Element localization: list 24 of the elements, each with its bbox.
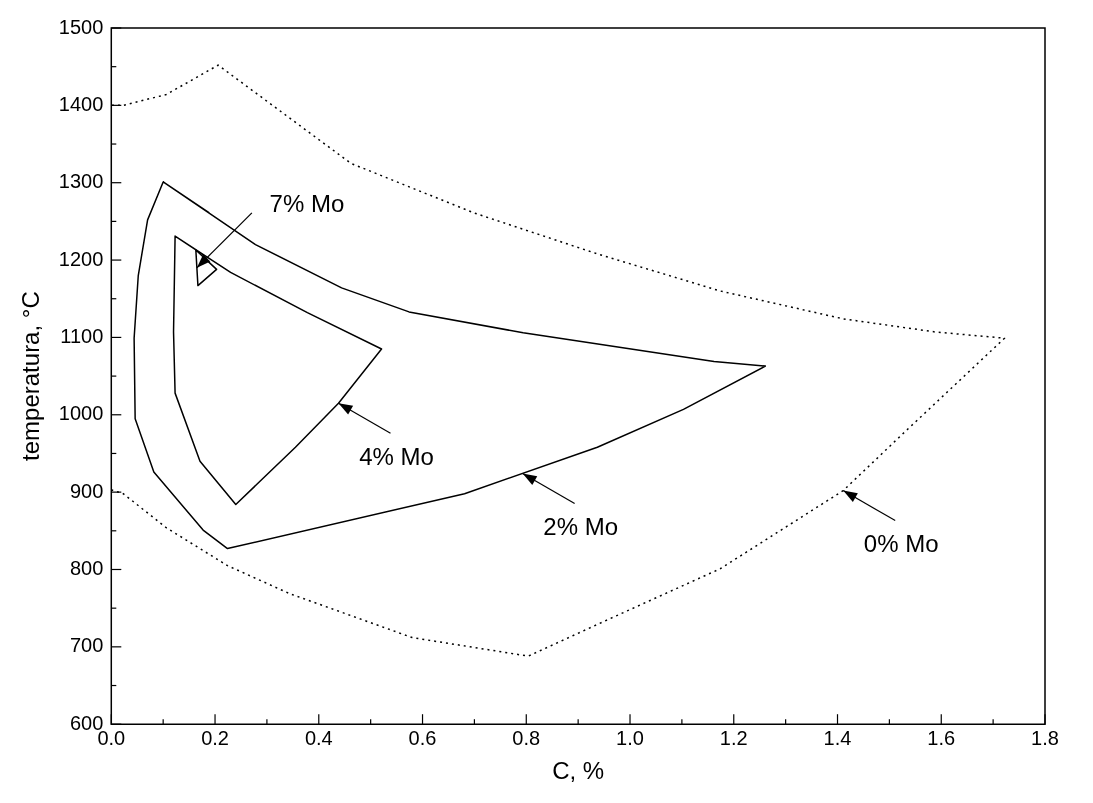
x-tick-label: 1.8 xyxy=(1031,726,1059,749)
x-tick-label: 1.6 xyxy=(927,726,956,749)
x-tick-label: 1.4 xyxy=(823,726,852,749)
x-tick-label: 0.2 xyxy=(201,726,229,749)
y-tick-label: 1200 xyxy=(58,247,104,270)
x-axis-title: C, % xyxy=(552,757,605,785)
x-tick-label: 0.4 xyxy=(304,726,333,749)
y-tick-label: 1100 xyxy=(60,324,104,347)
y-tick-label: 800 xyxy=(69,557,104,579)
y-tick-label: 1000 xyxy=(58,402,104,425)
y-axis-title: temperatura, °C xyxy=(17,291,45,461)
y-tick-label: 1400 xyxy=(58,92,104,115)
annotation: 4% Mo xyxy=(359,442,434,470)
y-tick-label: 1300 xyxy=(58,170,104,193)
y-tick-label: 900 xyxy=(69,479,104,502)
annotation: 2% Mo xyxy=(543,513,618,541)
annotation: 0% Mo xyxy=(863,530,939,558)
annotation: 7% Mo xyxy=(269,190,345,218)
y-tick-label: 1500 xyxy=(58,15,104,38)
x-tick-label: 1.0 xyxy=(616,726,644,749)
x-tick-label: 1.2 xyxy=(719,726,748,749)
x-tick-label: 0.8 xyxy=(512,726,541,749)
x-tick-label: 0.6 xyxy=(408,726,437,749)
y-tick-label: 700 xyxy=(69,634,104,657)
